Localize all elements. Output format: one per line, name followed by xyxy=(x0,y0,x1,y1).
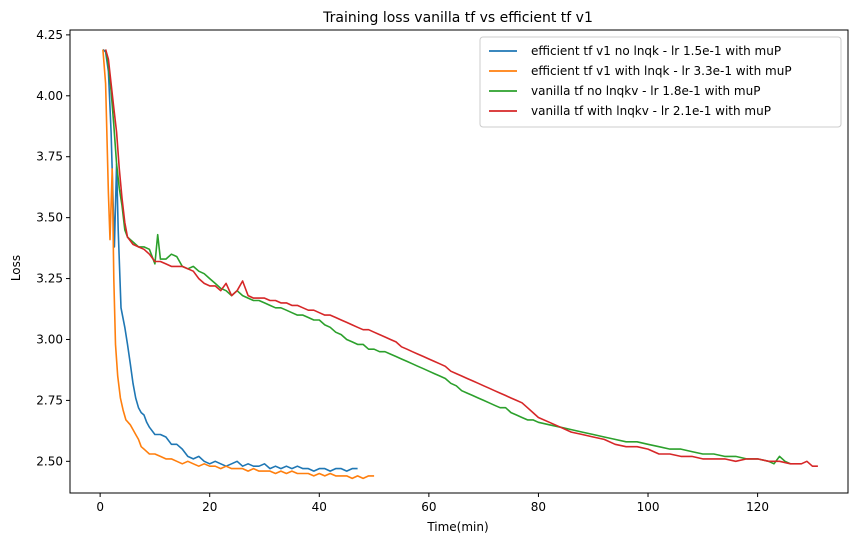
series-line-3 xyxy=(104,49,791,465)
y-tick-label: 3.25 xyxy=(36,272,63,286)
y-tick-label: 2.75 xyxy=(36,393,63,407)
x-tick-label: 0 xyxy=(96,500,104,514)
legend-label-2: efficient tf v1 with lnqk - lr 3.3e-1 wi… xyxy=(531,64,792,78)
y-tick-label: 3.75 xyxy=(36,150,63,164)
series-line-4 xyxy=(104,49,818,467)
x-tick-label: 100 xyxy=(637,500,660,514)
plot-area: 0 20 40 60 80 100 120 2.50 2.75 3.00 3.25 3.50 3.75… xyxy=(36,28,849,514)
x-tick-label: 20 xyxy=(202,500,217,514)
legend-box xyxy=(479,36,842,128)
x-axis-label: Time(min) xyxy=(426,520,488,534)
x-tick-label: 120 xyxy=(746,500,769,514)
y-tick-label: 2.50 xyxy=(36,454,63,468)
series-line-2 xyxy=(102,49,375,480)
x-axis: 0 20 40 60 80 100 120 xyxy=(96,493,769,514)
chart-title: Training loss vanilla tf vs efficient tf… xyxy=(322,10,593,26)
y-tick-label: 3.00 xyxy=(36,332,63,346)
y-tick-label: 4.25 xyxy=(36,28,63,42)
x-tick-label: 40 xyxy=(312,500,327,514)
x-tick-label: 80 xyxy=(531,500,546,514)
series-line-1 xyxy=(102,48,358,472)
y-tick-label: 4.00 xyxy=(36,89,63,103)
legend: efficient tf v1 no lnqk - lr 1.5e-1 with… xyxy=(479,36,842,128)
y-axis: 2.50 2.75 3.00 3.25 3.50 3.75 4.00 4.25 xyxy=(36,28,70,468)
plot-frame xyxy=(69,29,849,494)
legend-label-4: vanilla tf with lnqkv - lr 2.1e-1 with m… xyxy=(531,104,771,118)
legend-label-3: vanilla tf no lnqkv - lr 1.8e-1 with muP xyxy=(531,84,760,98)
series-layer xyxy=(102,48,818,480)
legend-label-1: efficient tf v1 no lnqk - lr 1.5e-1 with… xyxy=(531,44,781,58)
y-tick-label: 3.50 xyxy=(36,211,63,225)
x-tick-label: 60 xyxy=(421,500,436,514)
y-axis-label: Loss xyxy=(9,255,23,281)
